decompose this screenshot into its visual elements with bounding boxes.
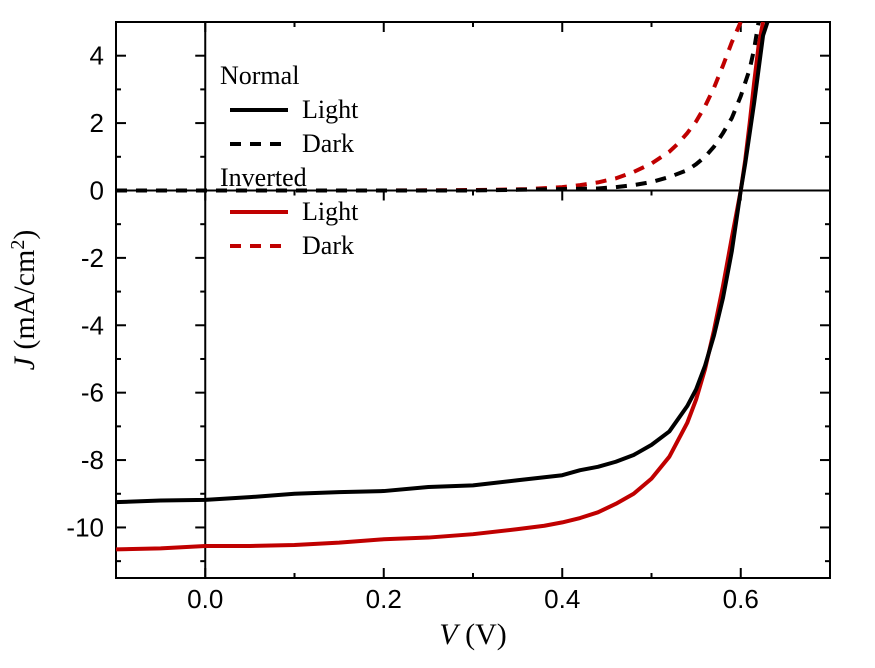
y-tick-label: -10 bbox=[66, 512, 104, 542]
chart-background bbox=[0, 0, 875, 668]
x-tick-label: 0.6 bbox=[723, 584, 759, 614]
x-axis-label: V (V) bbox=[439, 618, 506, 651]
jv-curve-chart: 0.0 0.2 0.4 0.6 -10 -8 -6 -4 -2 0 2 4 V (V) J (mA/cm2… bbox=[0, 0, 875, 668]
legend-item-label: Light bbox=[302, 95, 359, 124]
y-tick-label: -6 bbox=[81, 378, 104, 408]
legend-group-title: Inverted bbox=[220, 163, 307, 192]
y-tick-label: 4 bbox=[90, 41, 104, 71]
legend-item-label: Dark bbox=[302, 231, 354, 260]
y-tick-label: 2 bbox=[90, 108, 104, 138]
legend-group-title: Normal bbox=[220, 61, 299, 90]
y-tick-label: -2 bbox=[81, 243, 104, 273]
y-axis-label: J (mA/cm2) bbox=[7, 230, 41, 371]
legend-item-label: Dark bbox=[302, 129, 354, 158]
y-tick-label: 0 bbox=[90, 175, 104, 205]
x-tick-label: 0.0 bbox=[187, 584, 223, 614]
y-tick-label: -8 bbox=[81, 445, 104, 475]
x-tick-label: 0.2 bbox=[366, 584, 402, 614]
x-tick-label: 0.4 bbox=[544, 584, 580, 614]
legend-item-label: Light bbox=[302, 197, 359, 226]
y-tick-label: -4 bbox=[81, 310, 104, 340]
